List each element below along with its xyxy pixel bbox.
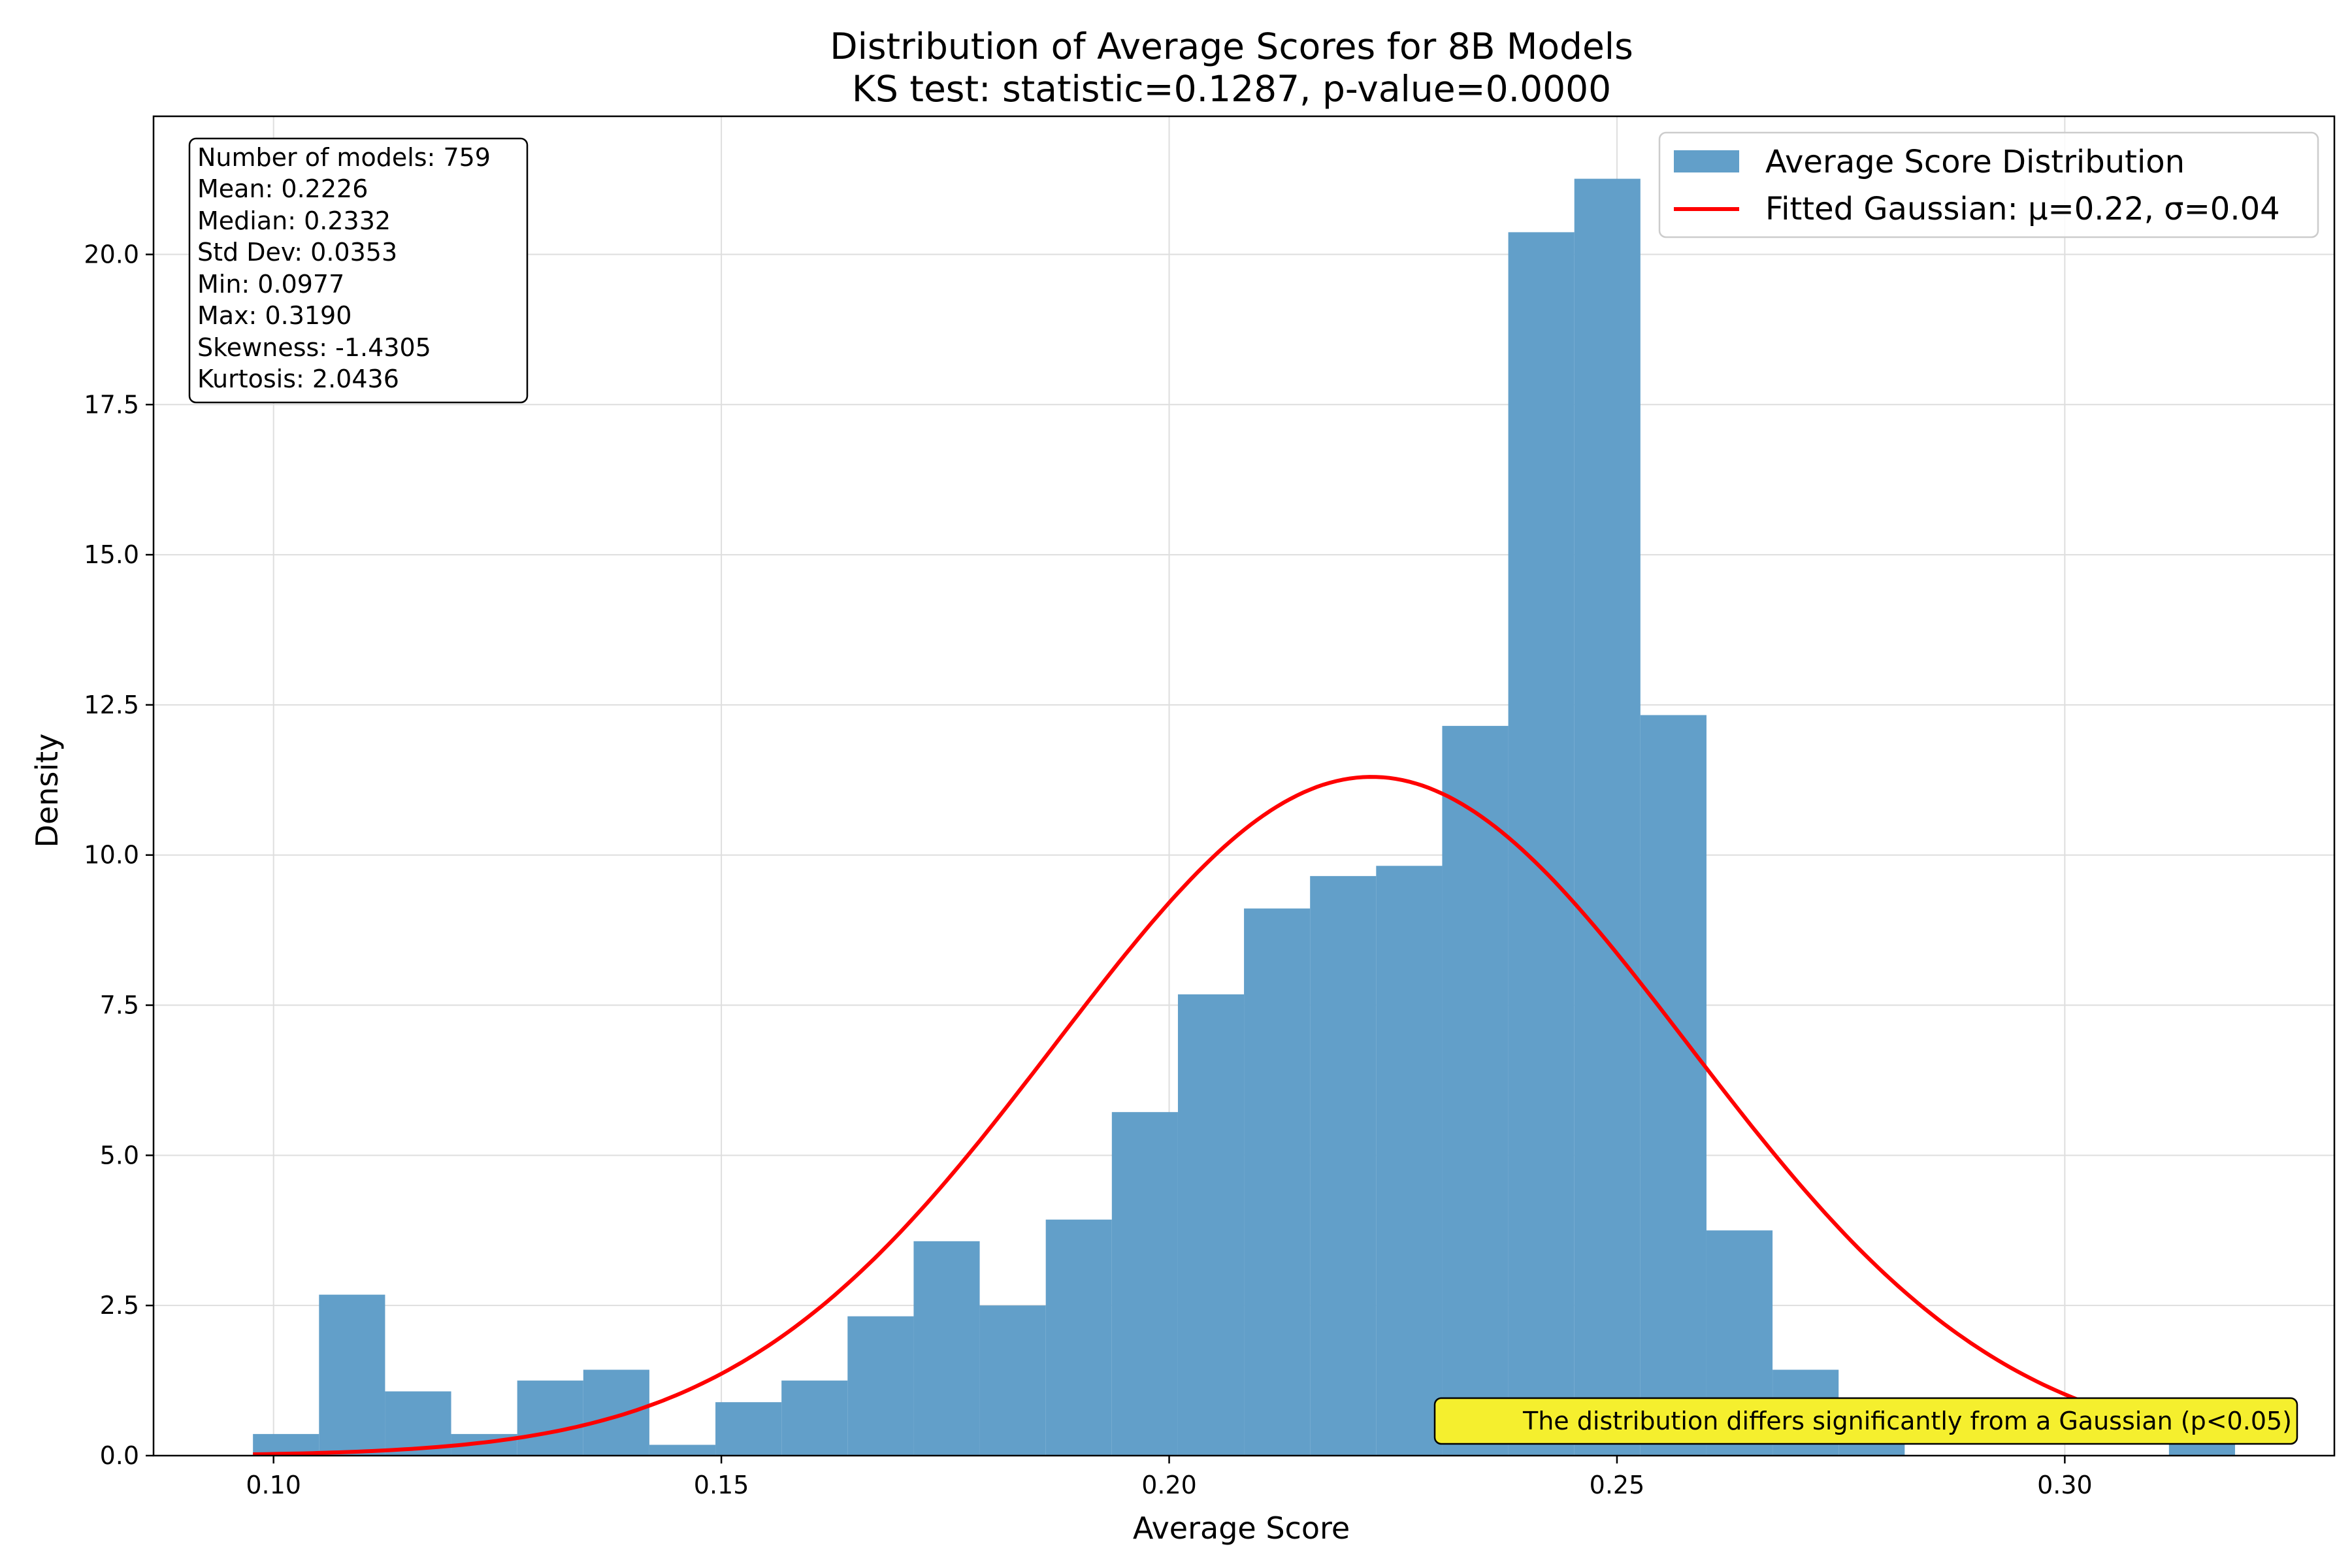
histogram-bar xyxy=(1310,875,1377,1456)
legend-label-gaussian: Fitted Gaussian: μ=0.22, σ=0.04 xyxy=(1765,191,2280,227)
legend-swatch-histogram xyxy=(1674,150,1739,172)
legend-label-histogram: Average Score Distribution xyxy=(1765,144,2185,180)
histogram-bar xyxy=(1244,908,1311,1456)
significance-note-box xyxy=(1433,1397,2298,1445)
histogram-bar xyxy=(1177,994,1245,1456)
x-tick-label: 0.20 xyxy=(1141,1471,1197,1499)
histogram-bar xyxy=(1640,715,1707,1456)
histogram-bar xyxy=(979,1305,1046,1456)
histogram-bar xyxy=(1376,866,1443,1456)
legend: Average Score Distribution Fitted Gaussi… xyxy=(1658,131,2319,238)
histogram-bar xyxy=(847,1316,914,1456)
y-tick-label: 15.0 xyxy=(84,540,139,569)
x-tick-label: 0.10 xyxy=(246,1471,301,1499)
histogram-bar xyxy=(583,1369,649,1456)
stat-std: Std Dev: 0.0353 xyxy=(197,238,397,267)
stat-max: Max: 0.3190 xyxy=(197,301,351,330)
histogram-bar xyxy=(913,1241,980,1456)
significance-note: The distribution differs significantly f… xyxy=(1433,1397,2298,1445)
stats-box: Number of models: 759 Mean: 0.2226 Media… xyxy=(188,137,529,404)
significance-note-text: The distribution differs significantly f… xyxy=(1522,1407,2292,1435)
stat-median: Median: 0.2332 xyxy=(197,206,391,235)
y-tick-label: 10.0 xyxy=(84,841,139,870)
y-axis-label: Density xyxy=(29,734,65,848)
gaussian-curve-layer xyxy=(253,775,2236,1456)
y-tick-label: 5.0 xyxy=(100,1141,139,1169)
y-tick-label: 0.0 xyxy=(100,1441,139,1470)
chart-title: Distribution of Average Scores for 8B Mo… xyxy=(830,25,1633,67)
histogram-bar xyxy=(1111,1112,1178,1456)
histogram-bar xyxy=(649,1445,716,1456)
stat-kurtosis: Kurtosis: 2.0436 xyxy=(197,365,399,393)
histogram-bar xyxy=(319,1294,385,1456)
gaussian-curve xyxy=(253,775,2236,1456)
histogram-bar xyxy=(1442,726,1509,1456)
y-tick-label: 17.5 xyxy=(84,390,139,419)
stat-min: Min: 0.0977 xyxy=(197,270,344,299)
plot-frame xyxy=(152,115,2336,1457)
stat-mean: Mean: 0.2226 xyxy=(197,174,368,203)
x-axis-label: Average Score xyxy=(1133,1511,1350,1546)
histogram-bar xyxy=(1045,1219,1112,1456)
histogram-bar xyxy=(1574,178,1641,1456)
histogram-bars xyxy=(253,178,2235,1456)
x-tick-label: 0.30 xyxy=(2037,1471,2093,1499)
x-tick-label: 0.15 xyxy=(694,1471,749,1499)
stat-skewness: Skewness: -1.4305 xyxy=(197,333,431,362)
y-tick-label: 2.5 xyxy=(100,1291,139,1320)
stats-box-frame xyxy=(188,137,529,404)
legend-frame xyxy=(1658,131,2319,238)
stat-count: Number of models: 759 xyxy=(197,143,491,172)
histogram-bar xyxy=(1508,232,1575,1456)
chart-subtitle: KS test: statistic=0.1287, p-value=0.000… xyxy=(852,68,1611,110)
x-axis-ticks: 0.10 0.15 0.20 0.25 0.30 xyxy=(246,1456,2093,1499)
y-axis-ticks: 0.0 2.5 5.0 7.5 10.0 12.5 15.0 17.5 20.0 xyxy=(84,240,154,1470)
histogram-bar xyxy=(715,1402,782,1456)
y-tick-label: 7.5 xyxy=(100,991,139,1020)
y-tick-label: 12.5 xyxy=(84,691,139,719)
x-tick-label: 0.25 xyxy=(1590,1471,1645,1499)
y-tick-label: 20.0 xyxy=(84,240,139,269)
histogram-bar xyxy=(781,1380,848,1456)
histogram-bar xyxy=(517,1380,583,1456)
